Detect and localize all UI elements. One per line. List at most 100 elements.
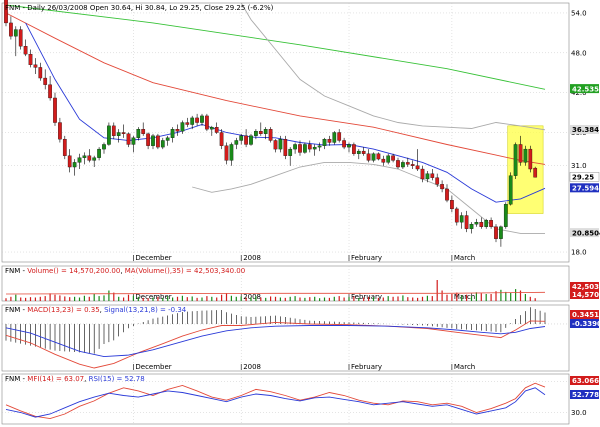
candle: [342, 137, 346, 150]
volume-bar: [470, 296, 473, 301]
volume-bar: [426, 295, 428, 301]
candle: [523, 145, 528, 166]
mfi-line: [5, 382, 546, 420]
candle: [151, 133, 155, 150]
volume-bar: [5, 298, 7, 301]
candle-body: [249, 135, 253, 145]
macd-line: [5, 320, 546, 369]
header-title: FNM - Daily 26/03/2008 Open 30.64, Hi 30…: [5, 4, 274, 12]
value-label-bg: [569, 172, 600, 182]
candle-body: [165, 137, 170, 141]
candle: [484, 218, 489, 229]
volume-bar: [495, 291, 497, 301]
candle: [317, 142, 322, 152]
volume-bar: [372, 297, 375, 301]
volume-bar: [103, 295, 105, 301]
date-axis: December December December 2008 2008 2008 Febr…: [133, 254, 475, 371]
volume-bar: [221, 294, 223, 301]
candle: [469, 222, 474, 234]
candle: [263, 127, 268, 140]
volume-ma-line: [5, 291, 546, 295]
candle: [352, 142, 356, 156]
candle-body: [401, 162, 405, 168]
candle: [366, 149, 371, 163]
candle-body: [160, 140, 165, 148]
candle: [33, 58, 38, 75]
candle-body: [219, 132, 224, 146]
candle: [401, 160, 405, 170]
candle-body: [283, 138, 288, 156]
candle: [244, 129, 248, 148]
candle-body: [141, 129, 146, 134]
volume-bar: [260, 297, 262, 301]
value-label-text: 52.7788: [572, 391, 600, 399]
candle-body: [18, 29, 23, 47]
candle: [224, 142, 229, 165]
candle-body: [293, 144, 297, 150]
volume-bar: [34, 297, 36, 301]
volume-bar: [461, 295, 463, 301]
candle: [107, 122, 111, 146]
candle: [288, 147, 293, 166]
candle: [87, 149, 92, 163]
candle-body: [278, 138, 283, 150]
volume-bar: [181, 295, 183, 301]
candle-body: [214, 127, 219, 133]
mfi-title: FNM - MFI(14) = 63.07, RSI(15) = 52.78: [5, 375, 145, 383]
candle-body: [484, 220, 489, 227]
candle: [278, 135, 283, 153]
header-symbol: FNM: [5, 4, 20, 12]
volume-bar: [127, 294, 130, 301]
candle-body: [391, 155, 395, 161]
candle-body: [33, 64, 38, 68]
mfi-panel: [1, 373, 570, 425]
value-label-bg: [570, 282, 599, 291]
value-label-bg: [570, 84, 599, 94]
value-label-bg: [570, 319, 599, 328]
header-close: 29.25: [225, 4, 245, 12]
candle: [146, 132, 150, 150]
candle-body: [420, 168, 425, 180]
candle: [102, 142, 106, 154]
grid-lines: [2, 3, 569, 424]
candle-body: [464, 215, 469, 229]
volume-bar: [191, 296, 193, 301]
candle: [111, 122, 116, 140]
candle-body: [87, 155, 92, 161]
candle-body: [131, 137, 136, 145]
candle: [298, 140, 302, 156]
candle: [141, 122, 146, 136]
candle-body: [175, 129, 180, 132]
rsi-line: [5, 387, 546, 418]
volume-bar: [431, 296, 433, 301]
candle: [97, 147, 101, 161]
candle: [322, 137, 327, 150]
volume-bar: [113, 292, 115, 301]
price-tick-label: 42.0: [571, 89, 587, 97]
header-low: 29.25: [180, 4, 200, 12]
value-label-text: -0.3390: [572, 320, 600, 328]
candle: [494, 224, 498, 243]
candle-body: [67, 155, 72, 168]
volume-bar: [436, 280, 438, 301]
volume-bar: [78, 297, 81, 301]
mfi-lines: [5, 382, 546, 420]
volume-bar: [98, 296, 100, 301]
candle: [205, 113, 209, 132]
candle: [18, 26, 23, 50]
volume-bar: [225, 293, 228, 301]
volume-bar: [64, 296, 66, 301]
candle-body: [479, 222, 484, 227]
candle: [195, 113, 199, 126]
volume-bar: [456, 292, 458, 301]
title-part: MACD(13,23) = 0.35: [27, 306, 99, 314]
volume-bar: [279, 297, 281, 301]
date-tick-label: February: [351, 363, 382, 371]
candle-body: [43, 77, 48, 85]
candle: [268, 127, 273, 143]
candle-body: [121, 132, 126, 134]
volume-bar: [289, 296, 291, 301]
volume-bar: [500, 289, 502, 301]
volume-bar: [230, 295, 232, 301]
